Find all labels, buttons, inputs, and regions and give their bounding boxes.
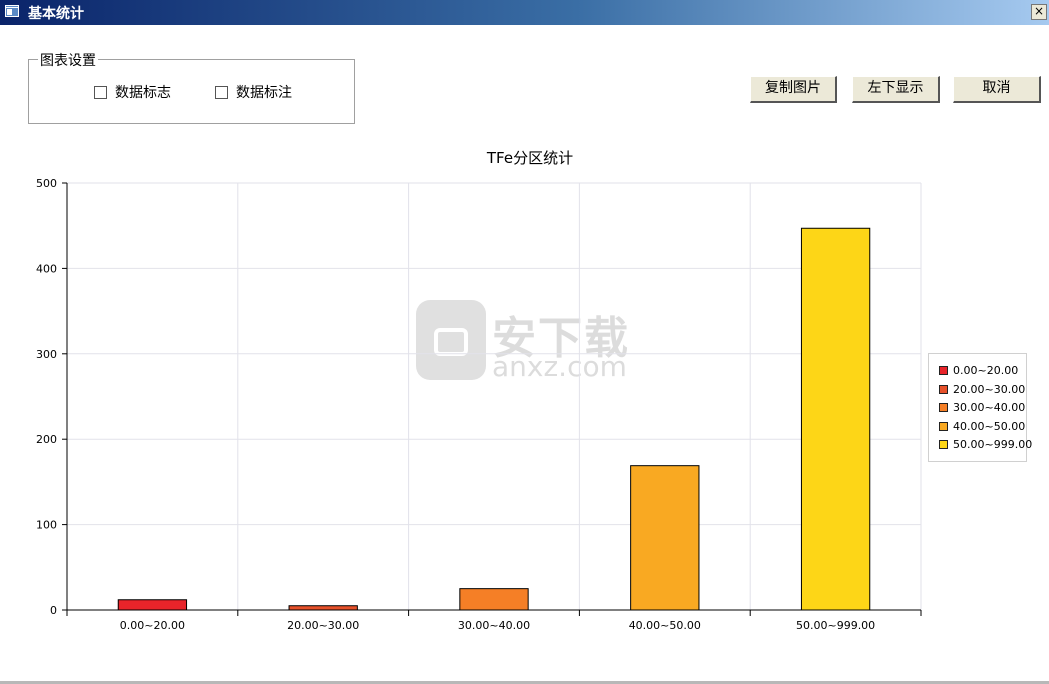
bar-1	[288, 605, 358, 611]
legend-label: 30.00~40.00	[953, 401, 1026, 414]
legend-swatch	[939, 440, 948, 449]
close-button[interactable]: ×	[1031, 4, 1047, 20]
window-title: 基本统计	[28, 6, 84, 22]
x-tick-label: 50.00~999.00	[796, 619, 875, 632]
checkbox-data-label-label: 数据标注	[236, 85, 292, 101]
chart-bars	[117, 227, 871, 611]
cancel-button[interactable]: 取消	[953, 76, 1041, 103]
legend-item: 40.00~50.00	[939, 420, 1025, 433]
window-app-icon	[5, 5, 19, 17]
checkbox-data-marker-box[interactable]	[94, 85, 107, 99]
checkbox-data-label[interactable]: 数据标注	[215, 82, 292, 102]
chart-tick-labels: 0 100 200 300 400 500 0.00~20.00 20.00~30.00 30.…	[36, 177, 875, 632]
bar-4	[800, 227, 871, 611]
watermark-text-en: anxz.com	[492, 350, 627, 383]
bottom-left-display-button[interactable]: 左下显示	[852, 76, 940, 103]
legend-swatch	[939, 403, 948, 412]
legend-label: 50.00~999.00	[953, 438, 1033, 451]
chart-title: TFe分区统计	[486, 149, 573, 167]
y-tick-label: 400	[36, 262, 57, 275]
legend-swatch	[939, 384, 948, 394]
chart-settings-group: 图表设置 数据标志 数据标注	[28, 50, 355, 124]
y-tick-label: 100	[36, 519, 57, 532]
checkbox-data-label-box[interactable]	[215, 85, 228, 99]
chart-axes	[62, 182, 922, 616]
x-tick-label: 40.00~50.00	[629, 619, 701, 632]
chart-legend: 0.00~20.00 20.00~30.00 30.00~40.00 40.00~50…	[928, 353, 1032, 462]
legend-item: 0.00~20.00	[939, 364, 1018, 377]
watermark: 安下载 anxz.com	[414, 298, 634, 388]
legend-swatch	[939, 421, 948, 431]
chart-grid	[67, 182, 922, 610]
checkbox-data-marker-label: 数据标志	[115, 85, 171, 101]
bar-3	[630, 465, 700, 611]
copy-image-button[interactable]: 复制图片	[750, 76, 837, 103]
legend-label: 40.00~50.00	[953, 419, 1026, 433]
x-tick-label: 30.00~40.00	[458, 619, 530, 632]
y-tick-label: 200	[36, 433, 57, 446]
legend-item: 50.00~999.00	[939, 438, 1032, 451]
watermark-shield-icon	[416, 300, 486, 380]
x-tick-label: 20.00~30.00	[287, 619, 359, 632]
bar-0	[117, 599, 188, 611]
window-bottom-edge	[0, 681, 1049, 684]
y-tick-label: 300	[36, 348, 57, 361]
watermark-text-cn: 安下载	[492, 313, 630, 364]
legend-label: 0.00~20.00	[953, 364, 1019, 377]
x-tick-label: 0.00~20.00	[120, 619, 185, 632]
legend-label: 20.00~30.00	[953, 382, 1026, 396]
chart-settings-title: 图表设置	[38, 50, 98, 70]
legend-item: 30.00~40.00	[939, 401, 1025, 414]
bar-2	[459, 588, 529, 611]
legend-item: 20.00~30.00	[939, 383, 1025, 396]
title-bar: 基本统计 ×	[0, 0, 1049, 25]
legend-swatch	[939, 366, 948, 375]
y-tick-label: 0	[50, 604, 57, 617]
checkbox-data-marker[interactable]: 数据标志	[94, 82, 171, 102]
y-tick-label: 500	[36, 177, 57, 190]
